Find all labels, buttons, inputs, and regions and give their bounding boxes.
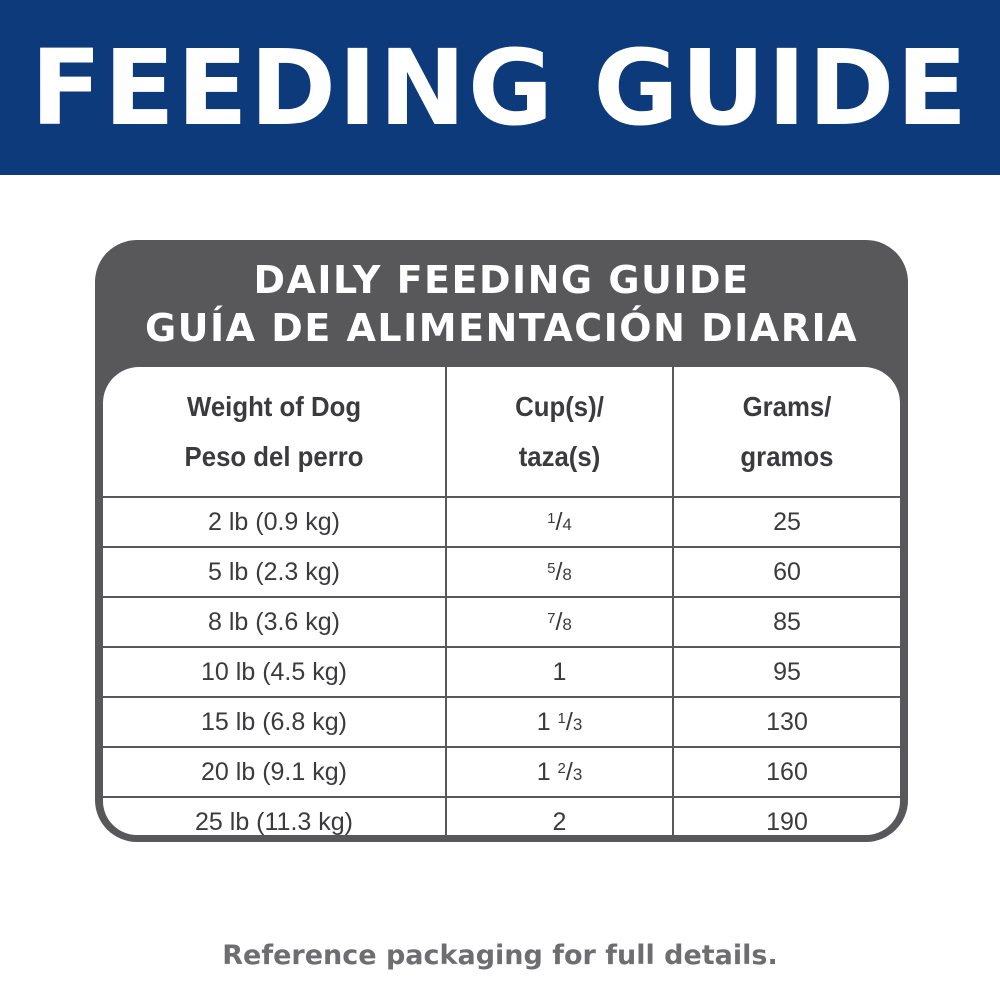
header-cups: Cup(s)/ taza(s) bbox=[454, 367, 664, 497]
cups-cell: 1 bbox=[445, 646, 673, 697]
cup-numerator: 7 bbox=[547, 609, 556, 627]
cup-numerator: 1 bbox=[557, 709, 566, 727]
cup-fraction: 1/3 bbox=[557, 707, 583, 736]
cup-whole: 1 bbox=[536, 707, 551, 736]
table-row: 15 lb (6.8 kg) 1 1/3 130 bbox=[103, 696, 900, 747]
cup-whole: 2 bbox=[552, 807, 567, 836]
table-header-row: Weight of Dog Peso del perro Cup(s)/ taza(… bbox=[103, 367, 900, 497]
cup-numerator: 2 bbox=[557, 759, 566, 777]
cup-denominator: 8 bbox=[562, 564, 572, 584]
table-row: 25 lb (11.3 kg) 2 190 bbox=[103, 796, 900, 836]
weight-cell: 2 lb (0.9 kg) bbox=[103, 496, 446, 547]
cup-denominator: 4 bbox=[562, 514, 572, 534]
feeding-guide-card: DAILY FEEDING GUIDE GUÍA DE ALIMENTACIÓN… bbox=[95, 240, 908, 842]
table-row: 2 lb (0.9 kg) 1/4 25 bbox=[103, 496, 900, 547]
cup-fraction: 1/4 bbox=[547, 507, 572, 536]
table-row: 8 lb (3.6 kg) 7/8 85 bbox=[103, 596, 900, 647]
cups-cell: 2 bbox=[445, 796, 673, 836]
cup-numerator: 5 bbox=[547, 559, 556, 577]
weight-cell: 10 lb (4.5 kg) bbox=[103, 646, 446, 697]
cup-fraction: 2/3 bbox=[557, 757, 583, 786]
grams-cell: 85 bbox=[672, 596, 900, 647]
weight-cell: 8 lb (3.6 kg) bbox=[103, 596, 446, 647]
cups-cell: 1 2/3 bbox=[445, 746, 673, 797]
cups-cell: 5/8 bbox=[445, 546, 673, 597]
grams-cell: 25 bbox=[672, 496, 900, 547]
card-title-spanish: GUÍA DE ALIMENTACIÓN DIARIA bbox=[144, 306, 859, 350]
cup-fraction: 7/8 bbox=[547, 607, 572, 636]
grams-cell: 130 bbox=[672, 696, 900, 747]
header-grams-es: gramos bbox=[740, 440, 834, 472]
weight-cell: 5 lb (2.3 kg) bbox=[103, 546, 446, 597]
cup-denominator: 8 bbox=[562, 614, 572, 634]
footer-note: Reference packaging for full details. bbox=[222, 940, 778, 971]
cup-denominator: 3 bbox=[572, 714, 583, 734]
banner: FEEDING GUIDE bbox=[0, 0, 1000, 175]
grams-cell: 60 bbox=[672, 546, 900, 597]
card-title-english: DAILY FEEDING GUIDE bbox=[253, 258, 750, 302]
cup-fraction: 5/8 bbox=[547, 557, 572, 586]
cups-cell: 1/4 bbox=[445, 496, 673, 547]
header-weight-es: Peso del perro bbox=[184, 440, 364, 472]
table-row: 5 lb (2.3 kg) 5/8 60 bbox=[103, 546, 900, 597]
header-cups-en: Cup(s)/ bbox=[515, 390, 604, 422]
grams-cell: 95 bbox=[672, 646, 900, 697]
header-weight-en: Weight of Dog bbox=[186, 390, 362, 422]
feeding-table: Weight of Dog Peso del perro Cup(s)/ taza(… bbox=[103, 367, 900, 835]
cup-whole: 1 bbox=[552, 657, 567, 686]
cups-cell: 1 1/3 bbox=[445, 696, 673, 747]
header-grams-en: Grams/ bbox=[742, 390, 832, 422]
grams-cell: 190 bbox=[672, 796, 900, 835]
header-cups-es: taza(s) bbox=[518, 440, 601, 472]
weight-cell: 15 lb (6.8 kg) bbox=[103, 696, 446, 747]
table-row: 10 lb (4.5 kg) 1 95 bbox=[103, 646, 900, 697]
cup-denominator: 3 bbox=[572, 764, 583, 784]
table-row: 20 lb (9.1 kg) 1 2/3 160 bbox=[103, 746, 900, 797]
cup-whole: 1 bbox=[536, 757, 551, 786]
header-grams: Grams/gramos bbox=[681, 367, 891, 497]
cup-numerator: 1 bbox=[547, 509, 556, 527]
card-title: DAILY FEEDING GUIDE GUÍA DE ALIMENTACIÓN… bbox=[95, 256, 908, 352]
weight-cell: 25 lb (11.3 kg) bbox=[103, 796, 446, 835]
weight-cell: 20 lb (9.1 kg) bbox=[103, 746, 446, 797]
page-title: FEEDING GUIDE bbox=[30, 26, 970, 149]
feeding-table-wrap: Weight of Dog Peso del perro Cup(s)/ taza(… bbox=[103, 367, 900, 835]
header-weight: Weight of Dog Peso del perro bbox=[117, 367, 433, 497]
grams-cell: 160 bbox=[672, 746, 900, 797]
cups-cell: 7/8 bbox=[445, 596, 673, 647]
